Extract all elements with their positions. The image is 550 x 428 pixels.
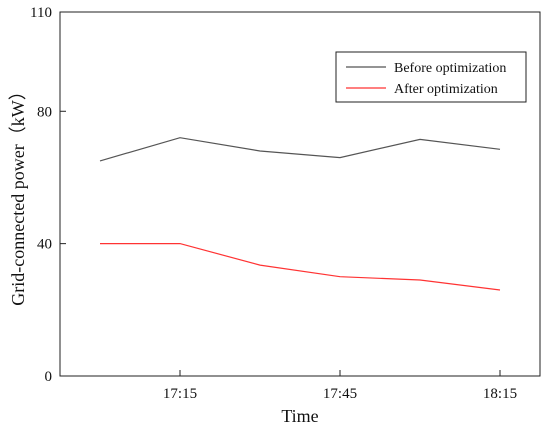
- legend-label-2: After optimization: [394, 82, 498, 97]
- x-tick-label-18:15: 18:15: [483, 386, 517, 402]
- y-tick-label-40: 40: [37, 237, 52, 253]
- x-axis-ticks: 17:15 17:45 18:15: [163, 370, 517, 402]
- x-axis-label: Time: [281, 406, 318, 426]
- y-tick-label-80: 80: [37, 104, 52, 120]
- legend-box: [335, 51, 527, 103]
- legend: Before optimization After optimization: [335, 51, 527, 103]
- y-tick-label-0: 0: [45, 369, 53, 385]
- x-tick-label-17:45: 17:45: [323, 386, 357, 402]
- y-axis-ticks: 0 40 80 110: [30, 5, 66, 385]
- x-tick-label-17:15: 17:15: [163, 386, 197, 402]
- series-group: [99, 137, 501, 291]
- y-axis-label: Grid-connected power（kW）: [8, 82, 28, 305]
- series-line-2: [100, 243, 501, 291]
- plot-frame: [59, 11, 541, 377]
- series-line-1: [99, 137, 501, 162]
- plot-area-group: [59, 11, 541, 377]
- y-tick-label-110: 110: [30, 5, 52, 21]
- legend-label-1: Before optimization: [394, 61, 506, 76]
